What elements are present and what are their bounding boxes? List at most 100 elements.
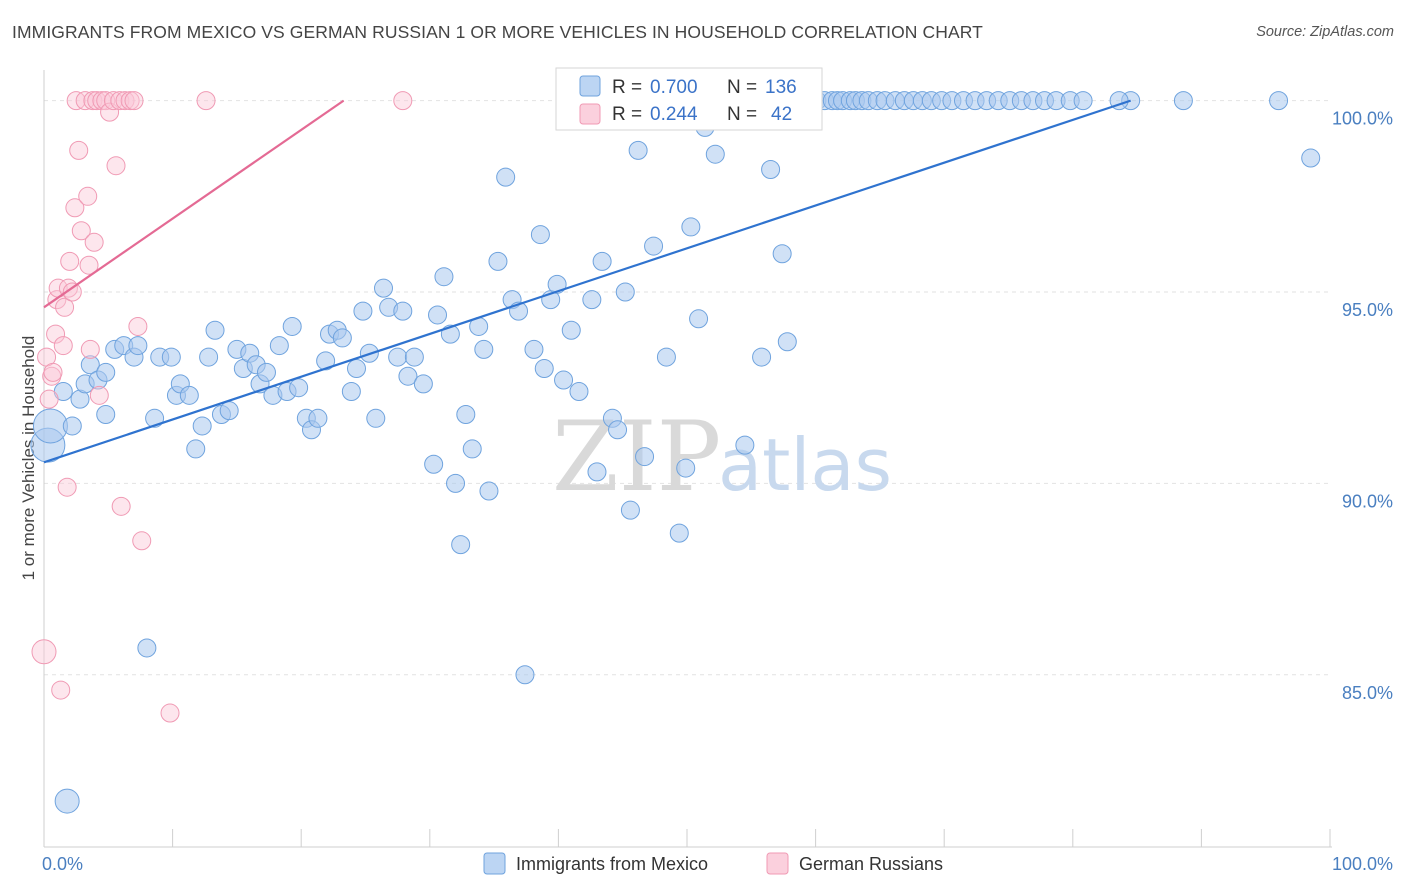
data-point bbox=[62, 416, 82, 436]
data-point bbox=[689, 309, 709, 329]
legend-r-value-1: 0.244 bbox=[650, 104, 698, 125]
data-point bbox=[80, 339, 100, 359]
data-point bbox=[428, 305, 448, 325]
y-axis-label: 1 or more Vehicles in Household bbox=[19, 336, 38, 581]
stats-legend: R = 0.700 N = 136 R = 0.244 N = 42 bbox=[555, 67, 823, 131]
data-point bbox=[256, 362, 276, 382]
data-point bbox=[219, 401, 239, 421]
data-point bbox=[89, 385, 109, 405]
stats-legend-swatch-pink bbox=[579, 103, 601, 125]
legend-n-label-0: N = bbox=[727, 77, 757, 98]
data-point bbox=[124, 91, 144, 111]
stats-legend-swatch-blue bbox=[579, 75, 601, 97]
data-point bbox=[341, 382, 361, 402]
trend-line-1 bbox=[43, 99, 345, 309]
legend-r-value-0: 0.700 bbox=[650, 77, 698, 98]
data-point bbox=[761, 160, 781, 180]
legend-r-label-1: R = bbox=[612, 104, 642, 125]
legend-swatch-immigrants-from-mexico bbox=[483, 852, 506, 875]
data-point bbox=[554, 370, 574, 390]
data-point bbox=[145, 408, 165, 428]
data-point bbox=[79, 255, 99, 275]
data-point bbox=[374, 278, 394, 298]
data-point bbox=[615, 282, 635, 302]
chart-source: Source: ZipAtlas.com bbox=[1256, 24, 1394, 40]
data-point bbox=[569, 382, 589, 402]
data-point bbox=[55, 297, 75, 317]
data-point bbox=[366, 408, 386, 428]
legend-label-immigrants-from-mexico: Immigrants from Mexico bbox=[516, 854, 708, 874]
data-point bbox=[456, 404, 476, 424]
data-point bbox=[1173, 91, 1193, 111]
data-point bbox=[332, 328, 352, 348]
trend-line-0 bbox=[43, 99, 1132, 464]
data-point bbox=[289, 378, 309, 398]
data-point bbox=[132, 531, 152, 551]
data-point bbox=[43, 362, 63, 382]
data-point bbox=[57, 477, 77, 497]
data-point bbox=[530, 225, 550, 245]
x-ticks bbox=[43, 829, 1331, 847]
y-tick-label-100: 100.0% bbox=[1332, 109, 1393, 129]
data-point bbox=[608, 420, 628, 440]
data-point bbox=[96, 404, 116, 424]
data-point bbox=[681, 217, 701, 237]
y-tick-label-85: 85.0% bbox=[1342, 683, 1393, 703]
data-point bbox=[587, 462, 607, 482]
data-point bbox=[479, 481, 499, 501]
data-point bbox=[1301, 148, 1321, 168]
data-point bbox=[75, 91, 95, 111]
grid bbox=[44, 100, 1330, 676]
legend-n-label-1: N = bbox=[727, 104, 757, 125]
data-point bbox=[413, 374, 433, 394]
trend-lines bbox=[43, 99, 1132, 464]
x-tick-label-min: 0.0% bbox=[42, 854, 83, 874]
series-immigrants-from-mexico bbox=[30, 91, 1321, 814]
data-point bbox=[60, 251, 80, 271]
data-point bbox=[462, 439, 482, 459]
data-point bbox=[777, 332, 797, 352]
data-point bbox=[534, 359, 554, 379]
data-point bbox=[316, 351, 336, 371]
y-tick-labels: 85.0% 90.0% 95.0% 100.0% bbox=[1332, 109, 1393, 703]
data-point bbox=[524, 339, 544, 359]
data-point bbox=[628, 140, 648, 160]
data-point bbox=[1073, 91, 1093, 111]
data-point bbox=[353, 301, 373, 321]
data-point bbox=[31, 639, 57, 665]
data-point bbox=[161, 347, 181, 367]
data-point bbox=[80, 355, 100, 375]
data-point bbox=[96, 362, 116, 382]
y-tick-label-95: 95.0% bbox=[1342, 300, 1393, 320]
data-point bbox=[635, 447, 655, 467]
legend-swatch-german-russians bbox=[766, 852, 789, 875]
data-point bbox=[269, 336, 289, 356]
legend-n-value-0: 136 bbox=[765, 77, 797, 98]
data-point bbox=[496, 167, 516, 187]
data-point bbox=[71, 221, 91, 241]
data-point bbox=[404, 347, 424, 367]
data-point bbox=[582, 290, 602, 310]
data-point bbox=[179, 385, 199, 405]
data-point bbox=[308, 408, 328, 428]
data-point bbox=[78, 186, 98, 206]
data-point bbox=[84, 232, 104, 252]
data-point bbox=[752, 347, 772, 367]
data-point bbox=[282, 316, 302, 336]
data-point bbox=[561, 320, 581, 340]
data-point bbox=[656, 347, 676, 367]
data-point bbox=[196, 91, 216, 111]
data-point bbox=[705, 144, 725, 164]
bottom-legend: Immigrants from Mexico German Russians bbox=[483, 852, 943, 875]
data-point bbox=[53, 336, 73, 356]
data-point bbox=[160, 703, 180, 723]
data-point bbox=[110, 91, 130, 111]
data-point bbox=[111, 496, 131, 516]
data-point bbox=[620, 500, 640, 520]
watermark-atlas: atlas bbox=[718, 423, 892, 507]
data-point bbox=[451, 535, 471, 555]
data-point bbox=[735, 435, 755, 455]
data-point bbox=[398, 366, 418, 386]
x-tick-label-max: 100.0% bbox=[1332, 854, 1393, 874]
